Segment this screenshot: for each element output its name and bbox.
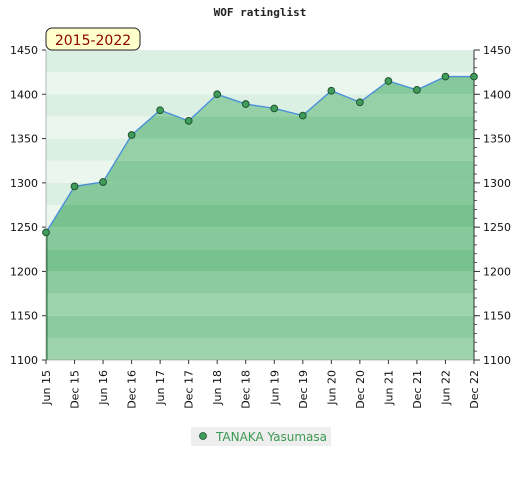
x-tick-label: Dec 21 [411, 370, 424, 409]
data-point [184, 117, 193, 125]
y-tick-label-right: 1250 [483, 221, 511, 234]
legend-box [191, 427, 331, 446]
x-tick-label: Jun 19 [268, 370, 281, 406]
area-stripe [46, 138, 474, 161]
x-tick-label: Jun 17 [154, 370, 167, 406]
period-badge-box [45, 27, 141, 51]
x-tick-label: Dec 20 [354, 370, 367, 409]
y-tick-label-left: 1300 [10, 177, 38, 190]
legend: TANAKA Yasumasa [191, 427, 331, 446]
x-tick-label: Dec 16 [126, 370, 139, 409]
data-point [213, 90, 222, 99]
x-tick-label: Jun 16 [97, 370, 110, 406]
area-stripe [46, 337, 474, 360]
chart-title: WOF ratinglist [214, 6, 307, 19]
y-tick-label-right: 1350 [483, 133, 511, 146]
area-stripe [46, 271, 474, 294]
y-tick-label-left: 1250 [10, 221, 38, 234]
y-tick-label-right: 1300 [483, 177, 511, 190]
data-point [99, 178, 107, 186]
area-stripe [46, 315, 474, 338]
data-point [413, 86, 421, 94]
data-point [241, 100, 250, 108]
y-tick-label-right: 1100 [483, 354, 511, 367]
y-tick-label-left: 1350 [10, 133, 38, 146]
x-tick-label: Jun 20 [325, 370, 338, 406]
left-axis: 1100 1150 1200 1250 1300 1350 1400 1450 [10, 44, 47, 367]
data-point [356, 98, 364, 107]
data-point [441, 72, 450, 81]
area-stripe [46, 182, 474, 205]
y-tick-label-right: 1400 [483, 88, 511, 101]
y-tick-label-left: 1150 [10, 310, 38, 323]
x-tick-label: Dec 22 [468, 370, 481, 409]
x-tick-label: Jun 18 [211, 370, 224, 406]
data-point [327, 86, 336, 95]
y-tick-label-right: 1200 [483, 265, 511, 278]
x-tick-label: Jun 21 [382, 370, 395, 406]
data-point [270, 104, 279, 113]
x-tick-label: Dec 15 [69, 370, 82, 409]
data-point [298, 111, 307, 120]
right-axis: 1100 1150 1200 1250 1300 1350 1400 1450 [473, 44, 511, 367]
legend-series-name: TANAKA Yasumasa [215, 430, 327, 444]
area-stripe [46, 249, 474, 272]
y-tick-label-left: 1400 [10, 88, 38, 101]
y-tick-label-right: 1450 [483, 44, 511, 57]
y-tick-label-left: 1100 [10, 354, 38, 367]
x-tick-label: Dec 18 [240, 370, 253, 409]
data-point [70, 182, 79, 191]
area-stripe [46, 227, 474, 250]
background-band [46, 50, 474, 73]
area-stripe [46, 160, 474, 183]
data-point [42, 228, 50, 237]
legend-marker [199, 432, 207, 440]
data-point [470, 72, 478, 81]
data-point [156, 106, 164, 115]
x-axis: Jun 15 Dec 15 Jun 16 Dec 16 Jun 17 Dec 17 Jun … [40, 359, 481, 409]
period-badge: 2015-2022 [45, 27, 141, 51]
period-badge-label: 2015-2022 [55, 33, 131, 49]
x-tick-label: Dec 17 [183, 370, 196, 409]
markers [42, 72, 478, 237]
y-tick-label-left: 1450 [10, 44, 38, 57]
x-tick-label: Jun 22 [439, 370, 452, 406]
data-point [127, 131, 136, 139]
x-tick-label: Dec 19 [297, 370, 310, 409]
y-tick-label-right: 1150 [483, 310, 511, 323]
area-stripe [46, 116, 474, 139]
area-stripe [46, 293, 474, 316]
x-tick-label: Jun 15 [40, 370, 53, 406]
area-stripe [46, 205, 474, 228]
y-tick-label-left: 1200 [10, 265, 38, 278]
series-line [45, 75, 474, 233]
background-band [46, 72, 474, 95]
data-point [384, 77, 393, 85]
